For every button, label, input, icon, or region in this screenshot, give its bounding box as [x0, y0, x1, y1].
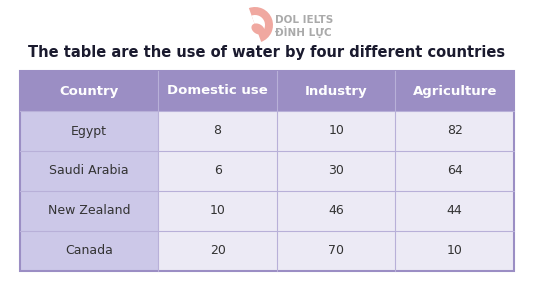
Text: 64: 64	[447, 165, 462, 178]
Bar	[20, 231, 158, 271]
Wedge shape	[249, 7, 273, 42]
Text: 82: 82	[447, 125, 462, 138]
Bar	[158, 151, 277, 191]
Text: 70: 70	[328, 244, 344, 257]
Text: 8: 8	[214, 125, 222, 138]
Bar	[277, 231, 396, 271]
Bar	[158, 231, 277, 271]
Text: The table are the use of water by four different countries: The table are the use of water by four d…	[28, 45, 506, 61]
Text: 46: 46	[328, 204, 344, 218]
Bar	[158, 111, 277, 151]
Text: Industry: Industry	[305, 85, 367, 98]
Text: Canada: Canada	[65, 244, 113, 257]
Text: ĐÌNH LỰC: ĐÌNH LỰC	[275, 26, 332, 38]
Bar	[396, 151, 514, 191]
Bar	[277, 151, 396, 191]
Text: Egypt: Egypt	[71, 125, 107, 138]
Text: Saudi Arabia: Saudi Arabia	[49, 165, 129, 178]
Polygon shape	[252, 23, 264, 35]
Text: 20: 20	[210, 244, 225, 257]
Bar	[396, 111, 514, 151]
Bar	[20, 71, 514, 271]
Bar	[396, 191, 514, 231]
Bar	[277, 191, 396, 231]
Text: 44: 44	[447, 204, 462, 218]
Bar	[277, 71, 396, 111]
Text: Domestic use: Domestic use	[167, 85, 268, 98]
Bar	[20, 71, 158, 111]
Bar	[158, 191, 277, 231]
Text: Agriculture: Agriculture	[413, 85, 497, 98]
Text: Country: Country	[59, 85, 119, 98]
Bar	[277, 111, 396, 151]
Text: 10: 10	[210, 204, 225, 218]
Bar	[396, 231, 514, 271]
Text: New Zealand: New Zealand	[48, 204, 130, 218]
Bar	[20, 191, 158, 231]
Bar	[20, 111, 158, 151]
Bar	[158, 71, 277, 111]
Text: 10: 10	[328, 125, 344, 138]
Text: DOL IELTS: DOL IELTS	[275, 15, 333, 25]
Bar	[396, 71, 514, 111]
Text: 10: 10	[447, 244, 462, 257]
Text: 6: 6	[214, 165, 222, 178]
Bar	[20, 151, 158, 191]
Wedge shape	[252, 15, 265, 34]
Text: 30: 30	[328, 165, 344, 178]
